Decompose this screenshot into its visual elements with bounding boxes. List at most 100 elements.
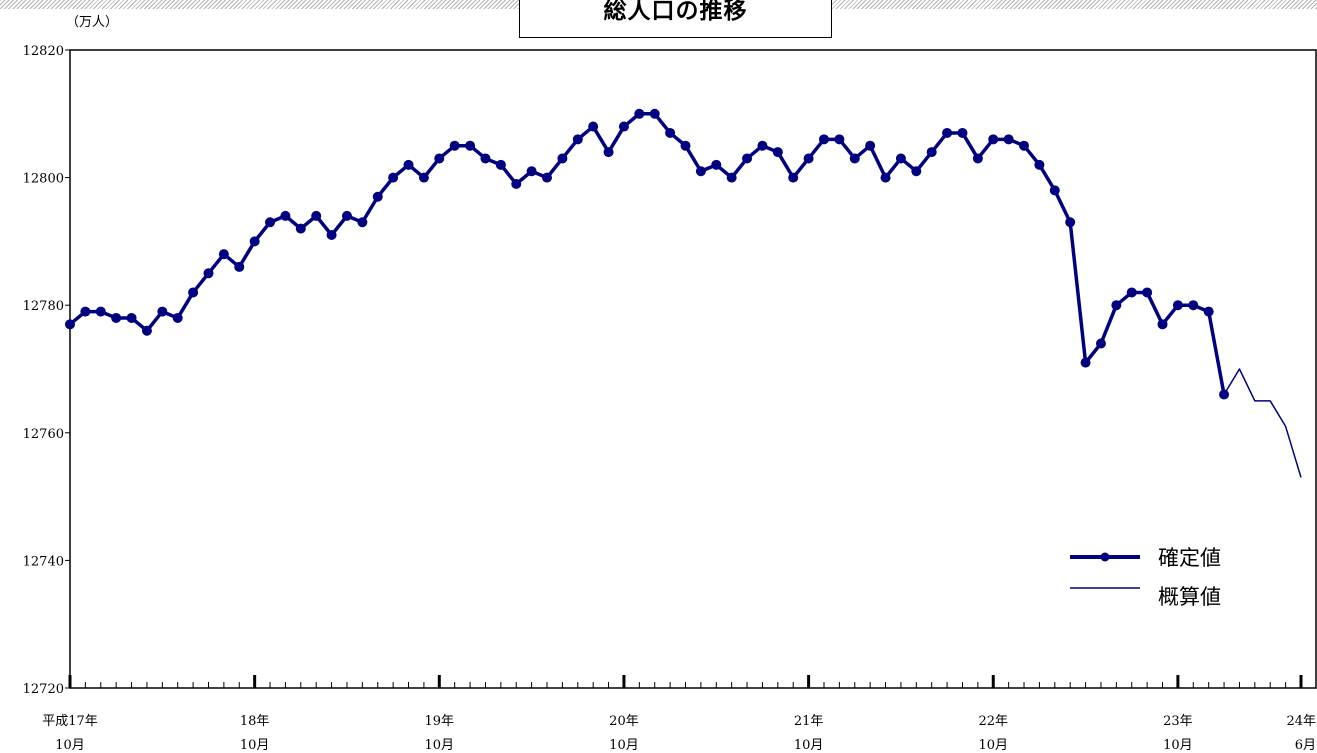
data-point-confirmed bbox=[542, 172, 553, 183]
data-point-confirmed bbox=[218, 249, 229, 260]
x-tick-year-label: 20年 bbox=[609, 714, 639, 729]
data-point-confirmed bbox=[942, 127, 953, 138]
x-tick-year-label: 23年 bbox=[1163, 714, 1193, 729]
x-tick-year-label: 22年 bbox=[978, 714, 1008, 729]
plot-frame bbox=[69, 49, 1317, 689]
x-tick-year-label: 19年 bbox=[425, 714, 455, 729]
data-point-confirmed bbox=[95, 306, 106, 317]
data-point-confirmed bbox=[957, 127, 968, 138]
data-point-confirmed bbox=[695, 166, 706, 177]
data-point-confirmed bbox=[188, 287, 199, 298]
data-point-confirmed bbox=[649, 108, 660, 119]
x-tick-year-label: 24年 bbox=[1286, 714, 1316, 729]
data-point-confirmed bbox=[618, 121, 629, 132]
data-point-confirmed bbox=[572, 134, 583, 145]
data-point-confirmed bbox=[311, 210, 322, 221]
data-point-confirmed bbox=[1065, 217, 1076, 228]
legend-label-estimated: 概算値 bbox=[1158, 585, 1221, 609]
data-point-confirmed bbox=[711, 159, 722, 170]
data-point-confirmed bbox=[1203, 306, 1214, 317]
data-point-confirmed bbox=[511, 178, 522, 189]
x-tick-year-label: 18年 bbox=[240, 714, 270, 729]
data-point-confirmed bbox=[665, 127, 676, 138]
data-point-confirmed bbox=[449, 140, 460, 151]
data-point-confirmed bbox=[849, 153, 860, 164]
data-point-confirmed bbox=[372, 191, 383, 202]
data-point-confirmed bbox=[126, 312, 137, 323]
data-point-confirmed bbox=[603, 147, 614, 158]
y-tick-label: 12740 bbox=[23, 554, 64, 569]
y-tick-label: 12780 bbox=[23, 299, 64, 314]
series-line-estimated bbox=[1223, 368, 1302, 478]
data-point-confirmed bbox=[1095, 338, 1106, 349]
data-point-confirmed bbox=[141, 325, 152, 336]
data-point-confirmed bbox=[418, 172, 429, 183]
x-tick-month-label: 10月 bbox=[240, 738, 270, 753]
x-tick-month-label: 10月 bbox=[55, 738, 85, 753]
data-point-confirmed bbox=[295, 223, 306, 234]
chart-title-box: 総人口の推移 bbox=[519, 0, 832, 38]
data-point-confirmed bbox=[1111, 300, 1122, 311]
data-point-confirmed bbox=[203, 268, 214, 279]
data-point-confirmed bbox=[341, 210, 352, 221]
data-point-confirmed bbox=[834, 134, 845, 145]
series-layer bbox=[65, 108, 1302, 478]
x-tick-year-label: 21年 bbox=[794, 714, 824, 729]
series-line-confirmed bbox=[68, 112, 1226, 395]
data-point-confirmed bbox=[972, 153, 983, 164]
data-point-confirmed bbox=[265, 217, 276, 228]
data-point-confirmed bbox=[926, 147, 937, 158]
data-point-confirmed bbox=[403, 159, 414, 170]
data-point-confirmed bbox=[280, 210, 291, 221]
x-tick-month-label: 10月 bbox=[425, 738, 455, 753]
data-point-confirmed bbox=[865, 140, 876, 151]
data-point-confirmed bbox=[557, 153, 568, 164]
data-point-confirmed bbox=[495, 159, 506, 170]
data-point-confirmed bbox=[326, 230, 337, 241]
y-tick-label: 12760 bbox=[23, 427, 64, 442]
data-point-confirmed bbox=[788, 172, 799, 183]
y-axis-unit-label: （万人） bbox=[66, 15, 118, 30]
x-tick-month-label: 10月 bbox=[609, 738, 639, 753]
x-tick-month-label: 6月 bbox=[1295, 738, 1316, 753]
data-point-confirmed bbox=[172, 312, 183, 323]
data-point-confirmed bbox=[80, 306, 91, 317]
legend: 確定値 概算値 bbox=[1070, 546, 1221, 609]
data-point-confirmed bbox=[111, 312, 122, 323]
data-point-confirmed bbox=[1219, 389, 1230, 400]
data-point-confirmed bbox=[157, 306, 168, 317]
y-tick-label: 12820 bbox=[23, 44, 64, 59]
data-point-confirmed bbox=[680, 140, 691, 151]
data-point-confirmed bbox=[911, 166, 922, 177]
data-point-confirmed bbox=[895, 153, 906, 164]
data-point-confirmed bbox=[434, 153, 445, 164]
y-tick-label: 12800 bbox=[23, 172, 64, 187]
data-point-confirmed bbox=[1003, 134, 1014, 145]
x-tick-month-label: 10月 bbox=[794, 738, 824, 753]
data-point-confirmed bbox=[388, 172, 399, 183]
data-point-confirmed bbox=[1034, 159, 1045, 170]
data-point-confirmed bbox=[988, 134, 999, 145]
data-point-confirmed bbox=[757, 140, 768, 151]
data-point-confirmed bbox=[1049, 185, 1060, 196]
data-point-confirmed bbox=[803, 153, 814, 164]
x-tick-year-label: 平成17年 bbox=[42, 714, 98, 729]
data-point-confirmed bbox=[249, 236, 260, 247]
legend-label-confirmed: 確定値 bbox=[1158, 546, 1221, 570]
y-tick-label: 12720 bbox=[23, 682, 64, 697]
data-point-confirmed bbox=[588, 121, 599, 132]
data-point-confirmed bbox=[772, 147, 783, 158]
data-point-confirmed bbox=[480, 153, 491, 164]
data-point-confirmed bbox=[634, 108, 645, 119]
data-point-confirmed bbox=[880, 172, 891, 183]
data-point-confirmed bbox=[1142, 287, 1153, 298]
data-point-confirmed bbox=[357, 217, 368, 228]
data-point-confirmed bbox=[465, 140, 476, 151]
data-point-confirmed bbox=[1019, 140, 1030, 151]
data-point-confirmed bbox=[818, 134, 829, 145]
x-axis: 平成17年 10月 18年 10月 19年 10月 20年 10月 21年 10月 22年 10月 23… bbox=[42, 675, 1316, 753]
chart-title: 総人口の推移 bbox=[603, 0, 748, 24]
data-point-confirmed bbox=[1080, 357, 1091, 368]
x-tick-month-label: 10月 bbox=[1163, 738, 1193, 753]
